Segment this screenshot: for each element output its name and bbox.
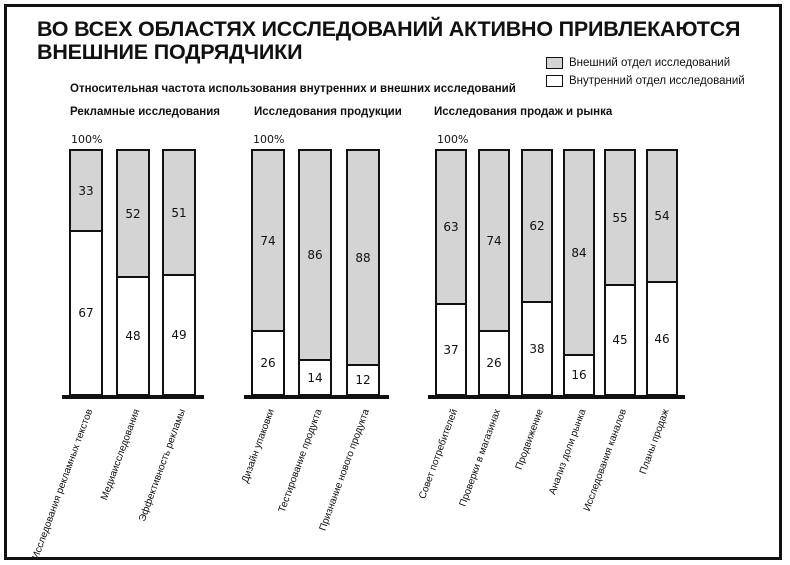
bar-segment-external: 55 xyxy=(606,151,634,286)
x-axis-category-label: Признание нового продукта xyxy=(317,407,372,533)
bar-segment-external: 33 xyxy=(71,151,101,232)
bar-segment-external: 54 xyxy=(648,151,676,283)
x-axis-category-label: Совет потребителей xyxy=(417,407,461,501)
group-title-advertising: Рекламные исследования xyxy=(70,106,221,118)
stacked-bar: 62 38 xyxy=(521,149,553,396)
chart-title: ВО ВСЕХ ОБЛАСТЯХ ИССЛЕДОВАНИЙ АКТИВНО ПР… xyxy=(37,18,757,64)
group-title-product: Исследования продукции xyxy=(254,106,402,118)
x-axis-category-label: Исследования рекламных текстов xyxy=(30,407,96,561)
bar-segment-internal: 46 xyxy=(654,331,670,346)
stacked-bar: 74 26 xyxy=(251,149,285,396)
label-100-percent: 100% xyxy=(437,133,469,146)
bar-segment-internal: 14 xyxy=(307,370,323,385)
stacked-bar: 51 49 xyxy=(162,149,196,396)
bar-segment-external: 84 xyxy=(565,151,593,356)
stacked-bar: 55 45 xyxy=(604,149,636,396)
bar-segment-internal: 67 xyxy=(78,306,94,320)
x-axis-baseline xyxy=(244,395,389,399)
legend-label-external: Внешний отдел исследований xyxy=(569,57,731,69)
chart-subtitle: Относительная частота использования внут… xyxy=(70,83,516,95)
legend-label-internal: Внутренний отдел исследований xyxy=(569,75,745,87)
bar-segment-internal: 26 xyxy=(260,356,276,370)
bar-segment-external: 86 xyxy=(300,151,330,361)
bar-segment-external: 51 xyxy=(164,151,194,276)
bar-segment-external: 88 xyxy=(348,151,378,366)
x-axis-baseline xyxy=(428,395,685,399)
bar-segment-internal: 26 xyxy=(486,356,502,370)
bar-segment-internal: 12 xyxy=(355,373,371,387)
label-100-percent: 100% xyxy=(253,133,285,146)
legend-item-internal: Внутренний отдел исследований xyxy=(546,72,745,90)
bar-segment-internal: 16 xyxy=(571,368,587,382)
bar-segment-internal: 37 xyxy=(443,342,459,357)
bar-segment-internal: 38 xyxy=(529,341,545,356)
x-axis-baseline xyxy=(62,395,204,399)
x-axis-category-label: Исследования каналов xyxy=(581,407,630,513)
bar-segment-internal: 49 xyxy=(171,328,187,342)
x-axis-category-label: Планы продаж xyxy=(637,407,672,476)
x-axis-category-label: Медиаисследования xyxy=(99,407,143,502)
bar-segment-external: 74 xyxy=(480,151,508,332)
title-line-2: ВНЕШНИЕ ПОДРЯДЧИКИ xyxy=(37,40,303,64)
stacked-bar: 33 67 xyxy=(69,149,103,396)
stacked-bar: 74 26 xyxy=(478,149,510,396)
bar-segment-internal: 45 xyxy=(612,333,628,347)
bar-segment-internal: 48 xyxy=(125,329,141,343)
x-axis-category-label: Проверки в магазинах xyxy=(457,407,504,509)
bar-segment-external: 62 xyxy=(523,151,551,303)
stacked-bar: 88 12 xyxy=(346,149,380,396)
legend: Внешний отдел исследований Внутренний от… xyxy=(546,54,745,90)
label-100-percent: 100% xyxy=(71,133,103,146)
legend-swatch-external xyxy=(546,57,563,69)
x-axis-category-label: Тестирование продукта xyxy=(276,407,325,515)
stacked-bar: 54 46 xyxy=(646,149,678,396)
legend-swatch-internal xyxy=(546,75,563,87)
x-axis-category-label: Продвижение xyxy=(513,407,546,472)
x-axis-category-label: Дизайн упаковки xyxy=(239,407,277,485)
x-axis-category-label: Эффективность рекламы xyxy=(137,407,189,524)
legend-item-external: Внешний отдел исследований xyxy=(546,54,745,72)
bar-segment-external: 52 xyxy=(118,151,148,278)
x-axis-category-label: Анализ доли рынка xyxy=(547,407,589,497)
title-line-1: ВО ВСЕХ ОБЛАСТЯХ ИССЛЕДОВАНИЙ АКТИВНО ПР… xyxy=(37,17,741,41)
stacked-bar: 84 16 xyxy=(563,149,595,396)
stacked-bar: 52 48 xyxy=(116,149,150,396)
bar-segment-external: 63 xyxy=(437,151,465,305)
stacked-bar: 86 14 xyxy=(298,149,332,396)
bar-segment-external: 74 xyxy=(253,151,283,332)
stacked-bar: 63 37 xyxy=(435,149,467,396)
group-title-sales-market: Исследования продаж и рынка xyxy=(434,106,613,118)
